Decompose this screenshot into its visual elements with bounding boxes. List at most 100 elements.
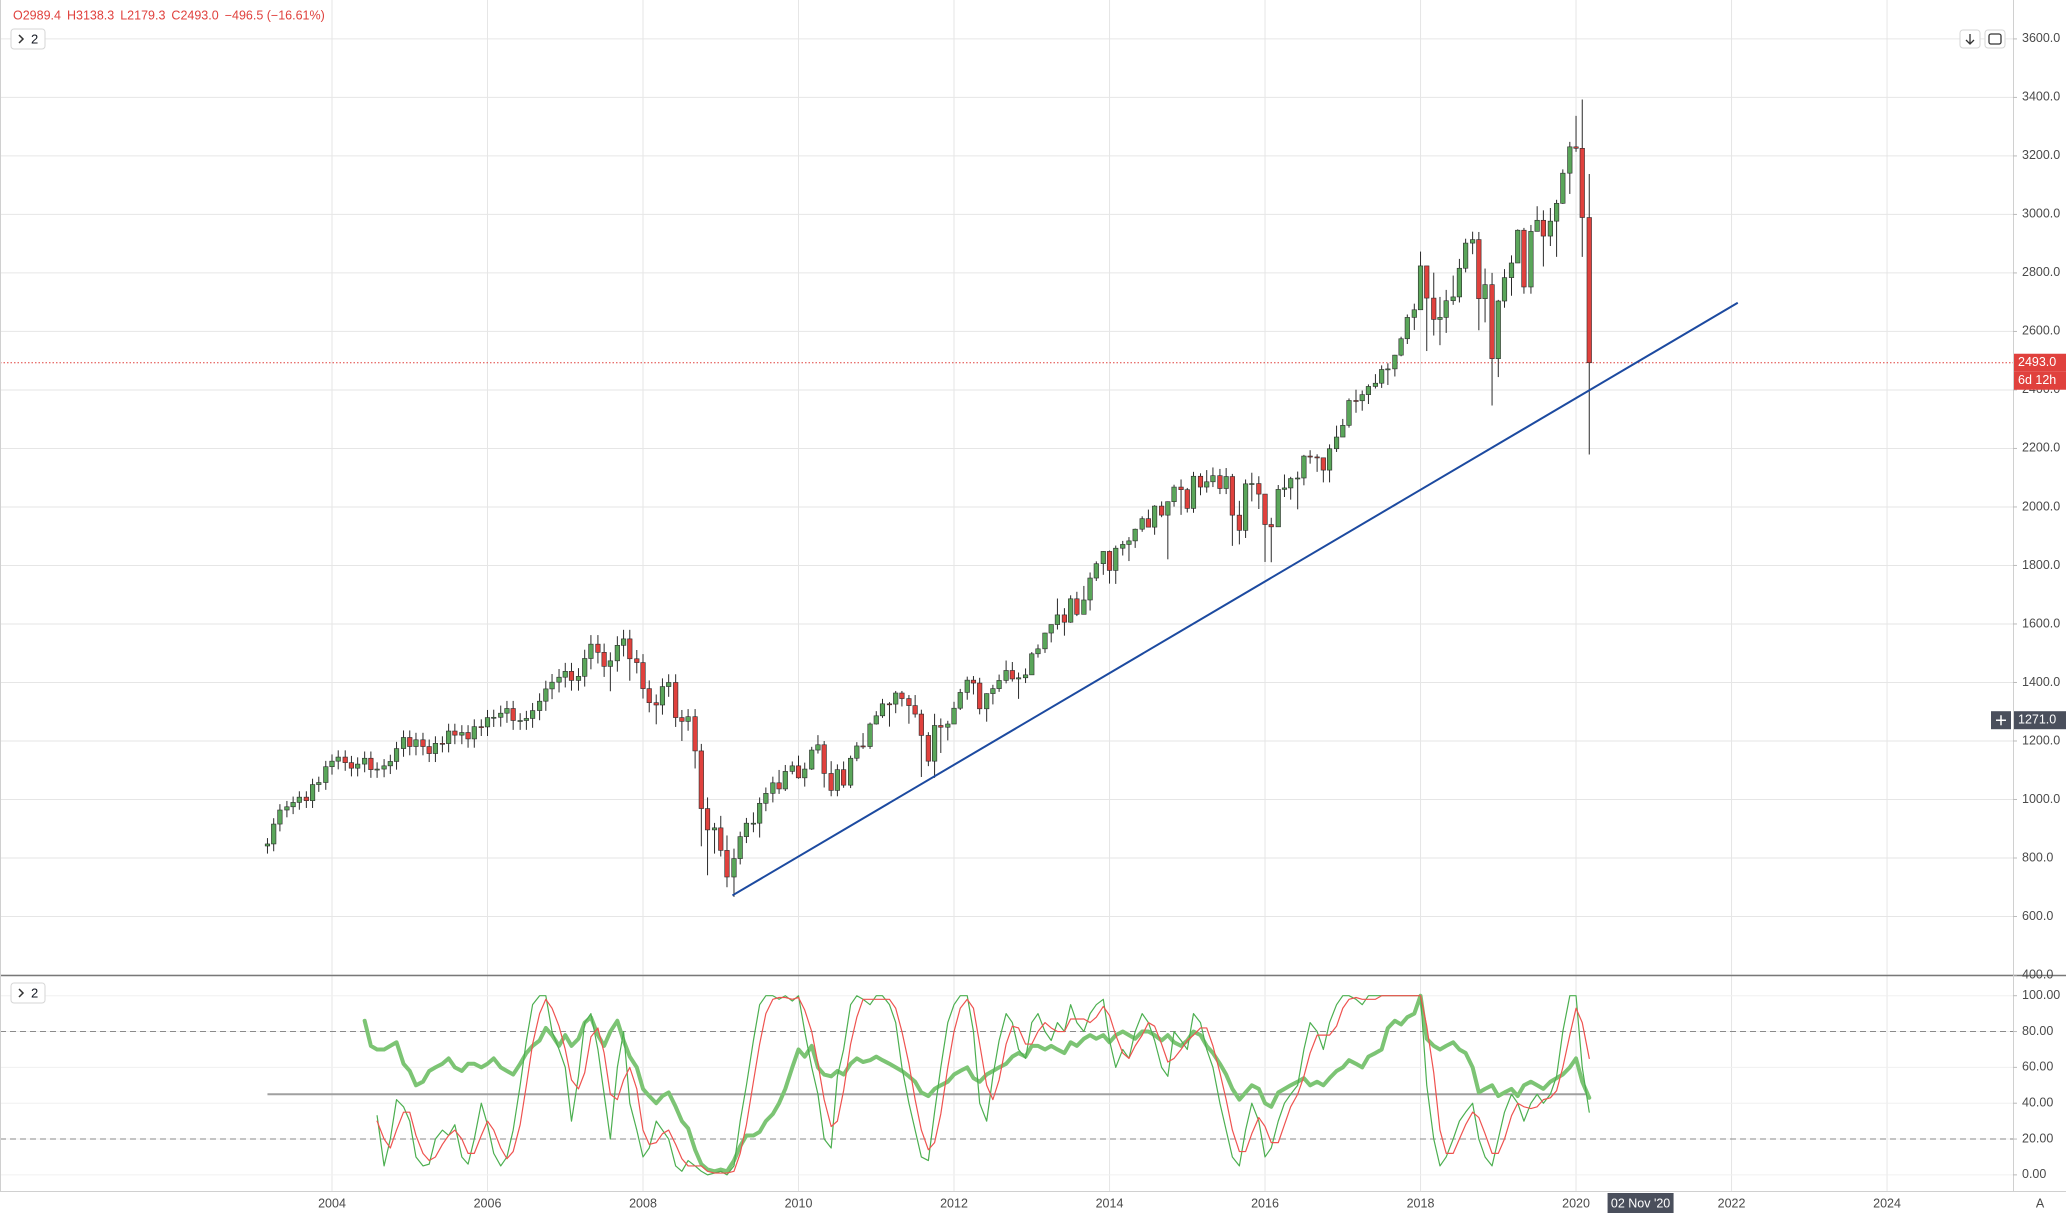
candle-body xyxy=(1501,277,1508,302)
x-tick-label: 2020 xyxy=(1562,1196,1590,1210)
y-tick-label: 400.0 xyxy=(2022,967,2053,981)
y-tick-label: 1800.0 xyxy=(2022,558,2060,572)
candle-body xyxy=(1256,483,1262,495)
candle-body xyxy=(860,745,866,748)
y-tick-label: 0.00 xyxy=(2022,1167,2046,1181)
candle-body xyxy=(1470,239,1476,244)
candle-body xyxy=(770,782,776,794)
crosshair-price-box xyxy=(2014,711,2066,730)
pane-button[interactable]: 2 xyxy=(10,982,46,1004)
candle-body xyxy=(795,765,802,779)
candle-body xyxy=(692,716,698,752)
candle-body xyxy=(335,756,341,762)
candle-body xyxy=(698,750,704,809)
x-tick-label: 2008 xyxy=(629,1196,657,1210)
y-tick-label: 2800.0 xyxy=(2022,265,2060,279)
candle-body xyxy=(724,850,730,878)
y-tick-label: 2600.0 xyxy=(2022,324,2060,338)
candle-body xyxy=(1521,229,1527,288)
candle-body xyxy=(821,744,827,774)
candle-body xyxy=(685,716,691,722)
candle-body xyxy=(484,717,491,728)
candle-body xyxy=(1398,338,1404,356)
candle-body xyxy=(387,761,393,767)
candle-body xyxy=(1443,300,1449,318)
candle-body xyxy=(912,705,918,715)
candle-body xyxy=(348,762,355,769)
candle-body xyxy=(588,643,594,659)
candle-body xyxy=(1035,648,1041,655)
candle-body xyxy=(1171,486,1177,502)
y-tick-label: 3600.0 xyxy=(2022,31,2060,45)
candle-body xyxy=(621,638,627,646)
candle-body xyxy=(711,827,718,831)
candle-body xyxy=(426,746,432,754)
candle-body xyxy=(1534,219,1540,232)
candle-body xyxy=(886,703,893,706)
countdown-label: 6d 12h xyxy=(2018,373,2056,387)
candle-body xyxy=(1417,265,1424,311)
candle-body xyxy=(601,652,607,667)
candle-body xyxy=(666,682,672,687)
auto-scale-button[interactable]: A xyxy=(2036,1196,2045,1210)
price-pane xyxy=(0,99,2013,897)
candle-body xyxy=(381,765,387,770)
candle-body xyxy=(471,726,477,740)
candle-body xyxy=(355,763,361,769)
x-tick-label: 2006 xyxy=(474,1196,502,1210)
candle-body xyxy=(834,769,840,791)
candle-body xyxy=(906,698,912,706)
indicator-pane xyxy=(0,993,2013,1176)
candle-body xyxy=(568,671,575,681)
candle-body xyxy=(757,802,763,824)
candle-body xyxy=(1210,475,1216,483)
candle-body xyxy=(718,827,724,851)
y-tick-label: 3000.0 xyxy=(2022,207,2060,221)
candle-body xyxy=(646,688,652,703)
y-tick-label: 20.00 xyxy=(2022,1131,2053,1145)
candle-body xyxy=(374,768,380,771)
candle-body xyxy=(1054,614,1060,625)
candle-body xyxy=(848,757,854,786)
candle-body xyxy=(1275,489,1281,528)
candle-body xyxy=(1009,670,1015,680)
x-tick-label: 2010 xyxy=(785,1196,813,1210)
candle-body xyxy=(640,662,646,689)
candle-body xyxy=(1463,242,1469,269)
indicator-line xyxy=(376,995,1590,1174)
candle-body xyxy=(743,822,749,837)
candle-body xyxy=(1340,425,1346,438)
y-tick-label: 1200.0 xyxy=(2022,733,2060,747)
candle-body xyxy=(549,681,555,690)
candle-body xyxy=(1003,670,1009,681)
candle-body xyxy=(1392,354,1398,370)
candle-body xyxy=(1081,599,1087,615)
scroll-button[interactable] xyxy=(1959,29,1981,49)
legend-value: O2989.4 xyxy=(13,8,61,22)
candle-body xyxy=(303,796,309,801)
candle-body xyxy=(1042,632,1048,650)
candle-body xyxy=(1236,514,1242,531)
candle-body xyxy=(491,716,497,719)
candle-body xyxy=(1411,309,1417,318)
candle-body xyxy=(1385,368,1391,371)
legend-value: C2493.0 xyxy=(171,8,218,22)
candle-body xyxy=(1365,386,1372,395)
y-tick-label: 3400.0 xyxy=(2022,90,2060,104)
candle-body xyxy=(1404,317,1410,340)
candle-body xyxy=(1528,231,1534,288)
candle-body xyxy=(1326,448,1333,471)
candle-body xyxy=(1190,475,1197,509)
candle-body xyxy=(1567,146,1573,174)
candle-body xyxy=(750,822,756,825)
candle-body xyxy=(802,768,808,779)
maximize-button[interactable] xyxy=(1984,29,2006,49)
candle-body xyxy=(1288,478,1294,489)
candle-body xyxy=(446,730,452,744)
candle-body xyxy=(763,793,769,804)
candle-body xyxy=(1061,614,1067,623)
trend-line xyxy=(731,301,1739,897)
pane-button[interactable]: 2 xyxy=(10,28,46,50)
